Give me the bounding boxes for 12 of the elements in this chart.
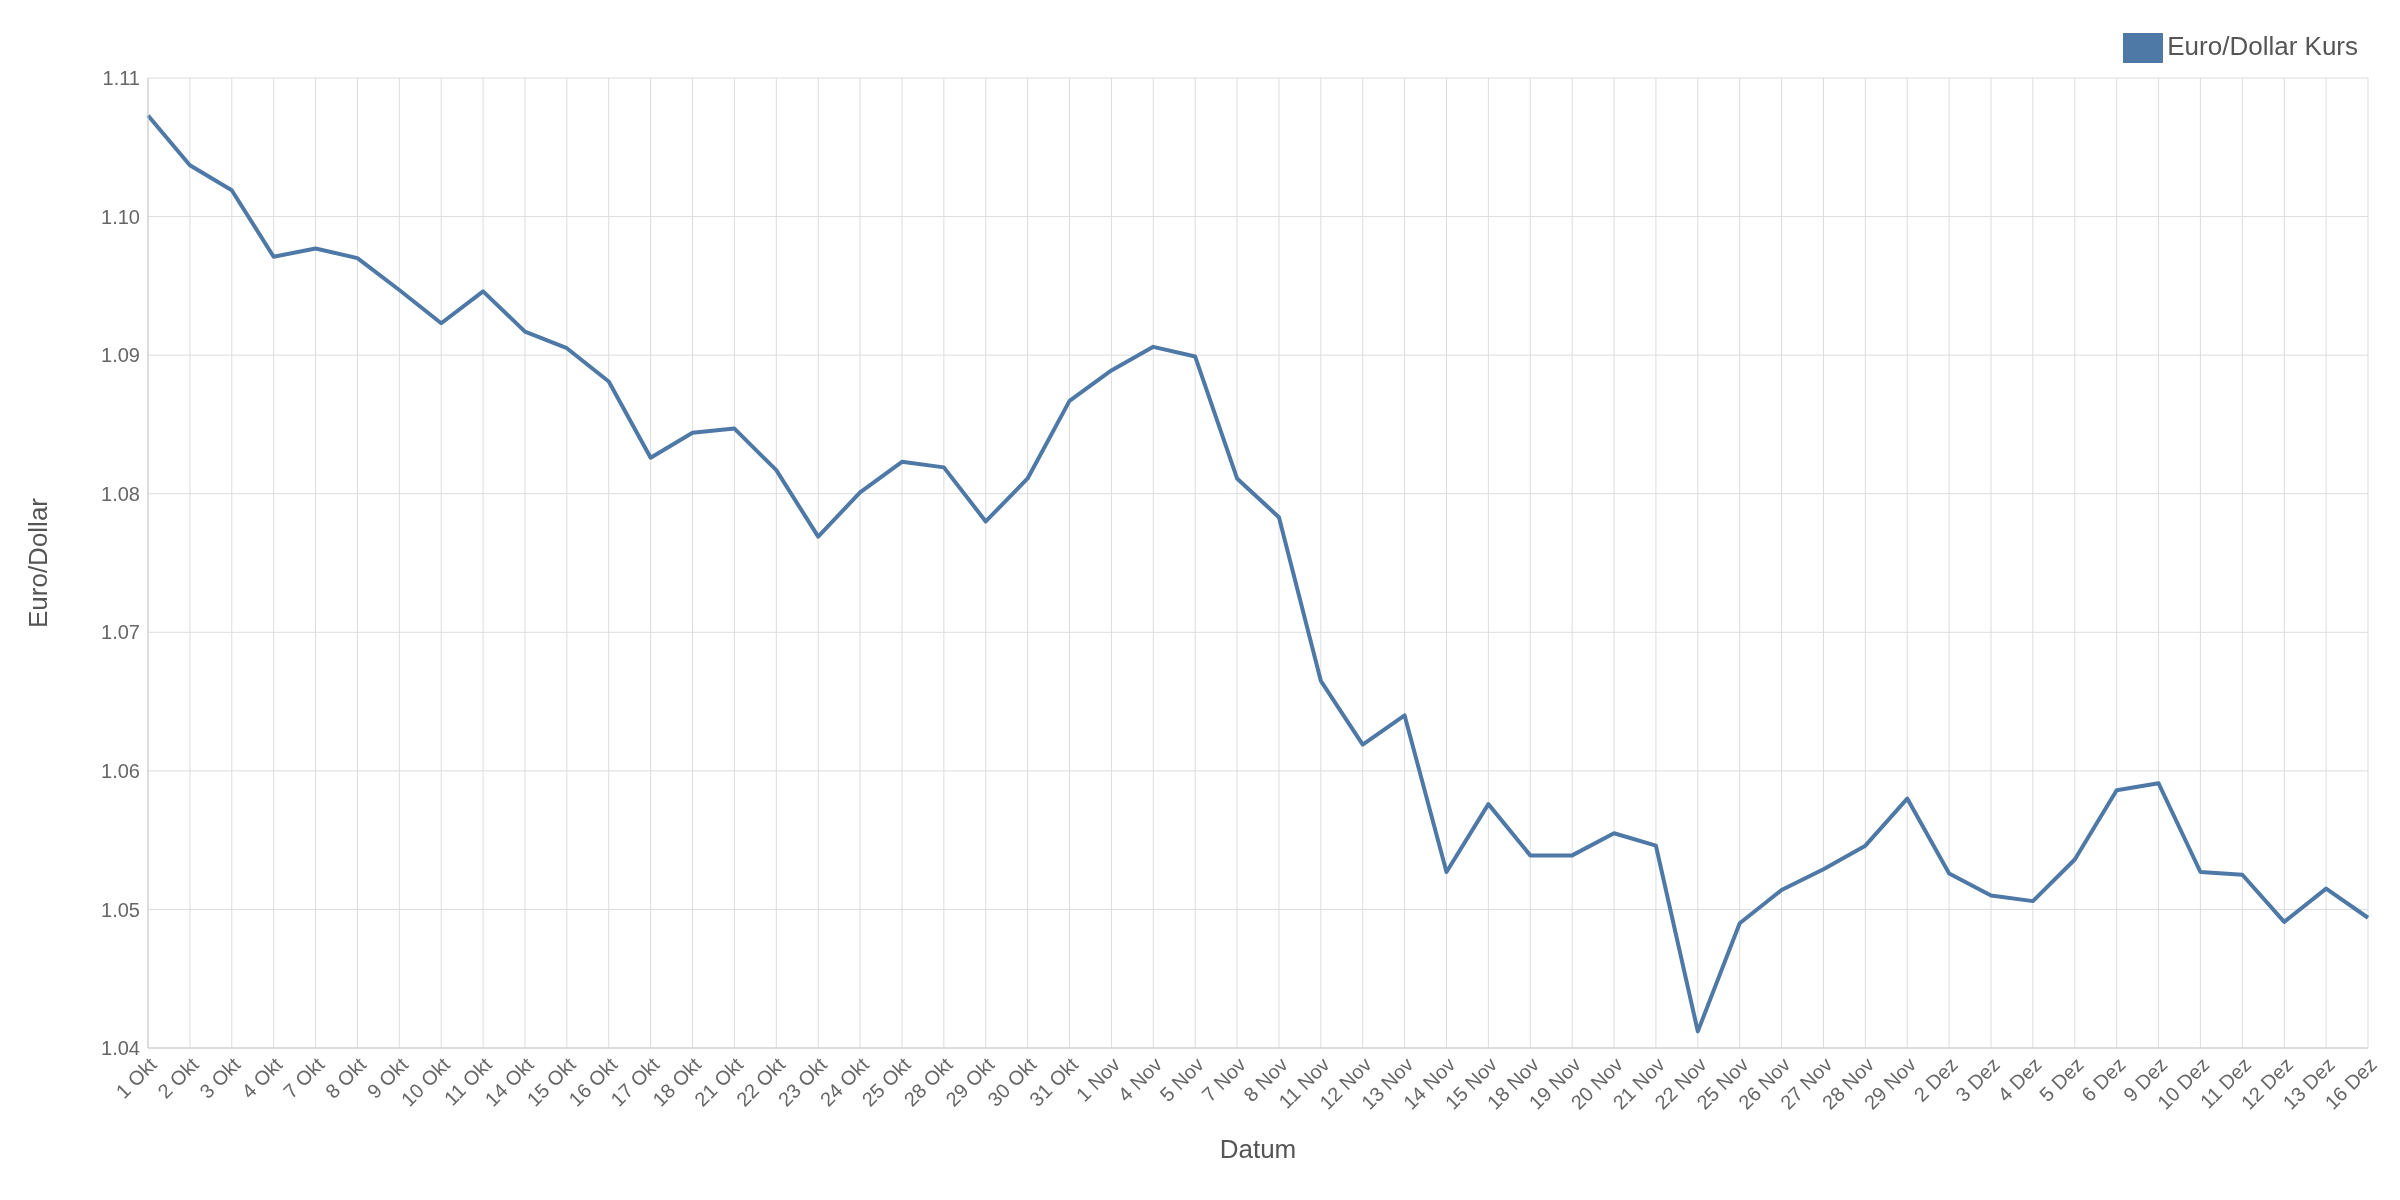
y-tick-label: 1.08	[101, 482, 140, 505]
y-tick-label: 1.05	[101, 898, 140, 921]
legend-label: Euro/Dollar Kurs	[2167, 30, 2358, 61]
y-tick-label: 1.09	[101, 344, 140, 367]
y-tick-label: 1.06	[101, 759, 140, 782]
y-axis-title: Euro/Dollar	[23, 497, 54, 629]
y-tick-label: 1.11	[102, 67, 140, 90]
x-axis-title: Datum	[1219, 1134, 1297, 1164]
y-tick-label: 1.04	[101, 1037, 140, 1060]
y-tick-label: 1.07	[101, 621, 140, 644]
y-tick-label: 1.10	[101, 205, 140, 228]
line-series	[146, 113, 2370, 1034]
